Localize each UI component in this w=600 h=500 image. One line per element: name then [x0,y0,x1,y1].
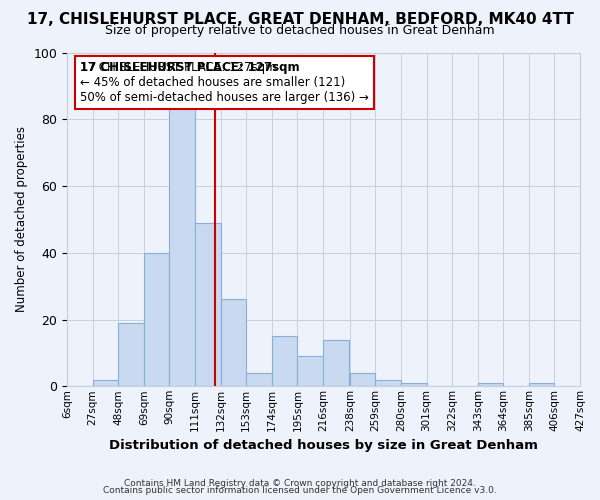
Bar [298,356,323,386]
Bar [169,106,195,386]
Text: Size of property relative to detached houses in Great Denham: Size of property relative to detached ho… [105,24,495,37]
Y-axis label: Number of detached properties: Number of detached properties [15,126,28,312]
Bar [144,253,169,386]
Bar [376,380,401,386]
X-axis label: Distribution of detached houses by size in Great Denham: Distribution of detached houses by size … [109,440,538,452]
Text: Contains HM Land Registry data © Crown copyright and database right 2024.: Contains HM Land Registry data © Crown c… [124,478,476,488]
Bar [272,336,298,386]
Text: 17, CHISLEHURST PLACE, GREAT DENHAM, BEDFORD, MK40 4TT: 17, CHISLEHURST PLACE, GREAT DENHAM, BED… [26,12,574,28]
Bar [195,222,221,386]
Bar [246,373,272,386]
Bar [93,380,118,386]
Text: 17 CHISLEHURST PLACE: 127sqm: 17 CHISLEHURST PLACE: 127sqm [80,61,299,74]
Bar [350,373,376,386]
Bar [401,383,427,386]
Text: Contains public sector information licensed under the Open Government Licence v3: Contains public sector information licen… [103,486,497,495]
Bar [118,323,144,386]
Bar [529,383,554,386]
Text: 17 CHISLEHURST PLACE: 127sqm
← 45% of detached houses are smaller (121)
50% of s: 17 CHISLEHURST PLACE: 127sqm ← 45% of de… [80,61,369,104]
Bar [323,340,349,386]
Bar [478,383,503,386]
Bar [221,300,246,386]
